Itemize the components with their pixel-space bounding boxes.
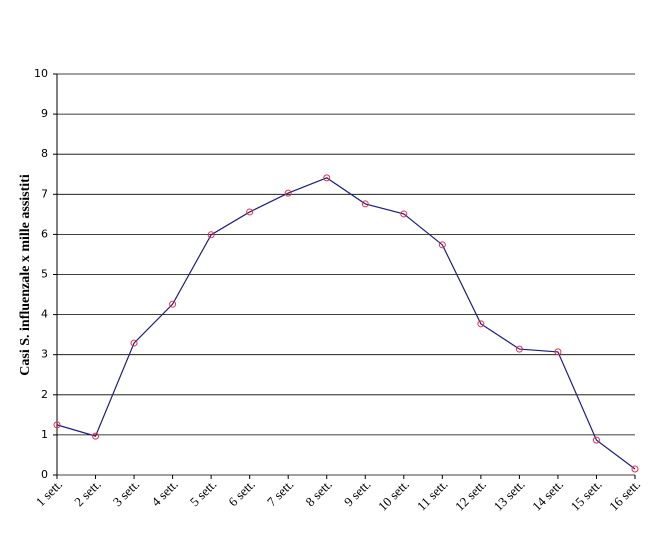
y-tick-label: 3 <box>41 348 48 361</box>
x-tick-label: 12 sett. <box>452 477 489 514</box>
x-tick-label: 8 sett. <box>302 477 335 510</box>
x-tick-label: 9 sett. <box>341 477 374 510</box>
x-tick-label: 13 sett. <box>490 477 527 514</box>
x-tick-label: 7 sett. <box>264 477 297 510</box>
data-point <box>515 345 523 353</box>
y-tick-label: 8 <box>41 147 48 160</box>
x-tick-label: 3 sett. <box>110 477 143 510</box>
x-tick-label: 1 sett. <box>33 477 66 510</box>
data-point <box>207 231 215 239</box>
y-tick-label: 9 <box>41 107 48 120</box>
x-tick-label: 10 sett. <box>375 477 412 514</box>
x-tick-label: 14 sett. <box>529 477 566 514</box>
x-tick-label: 15 sett. <box>568 477 605 514</box>
y-tick-label: 2 <box>41 388 48 401</box>
x-tick-label: 11 sett. <box>414 477 451 514</box>
data-point <box>323 174 331 182</box>
x-tick-label: 4 sett. <box>148 477 181 510</box>
data-point <box>92 432 100 440</box>
data-point <box>438 241 446 249</box>
data-point <box>554 348 562 356</box>
data-point <box>246 208 254 216</box>
data-point <box>477 320 485 328</box>
y-tick-label: 4 <box>41 308 48 321</box>
data-point <box>361 200 369 208</box>
x-tick-label: 16 sett. <box>606 477 643 514</box>
y-tick-label: 0 <box>41 468 48 481</box>
x-tick-label: 5 sett. <box>187 477 220 510</box>
data-point <box>631 465 639 473</box>
y-tick-label: 6 <box>41 227 48 240</box>
y-tick-label: 7 <box>41 187 48 200</box>
y-tick-label: 1 <box>41 428 48 441</box>
y-axis-label: Casi S. influenzale x mille assistiti <box>18 174 33 376</box>
data-line <box>56 177 636 470</box>
x-tick-label: 2 sett. <box>71 477 104 510</box>
y-tick-label: 5 <box>41 268 48 281</box>
x-tick-label: 6 sett. <box>225 477 258 510</box>
data-point <box>284 189 292 197</box>
data-point <box>592 436 600 444</box>
data-point <box>53 421 61 429</box>
data-point <box>130 339 138 347</box>
data-point <box>400 210 408 218</box>
data-point <box>169 300 177 308</box>
y-tick-label: 10 <box>34 67 48 80</box>
